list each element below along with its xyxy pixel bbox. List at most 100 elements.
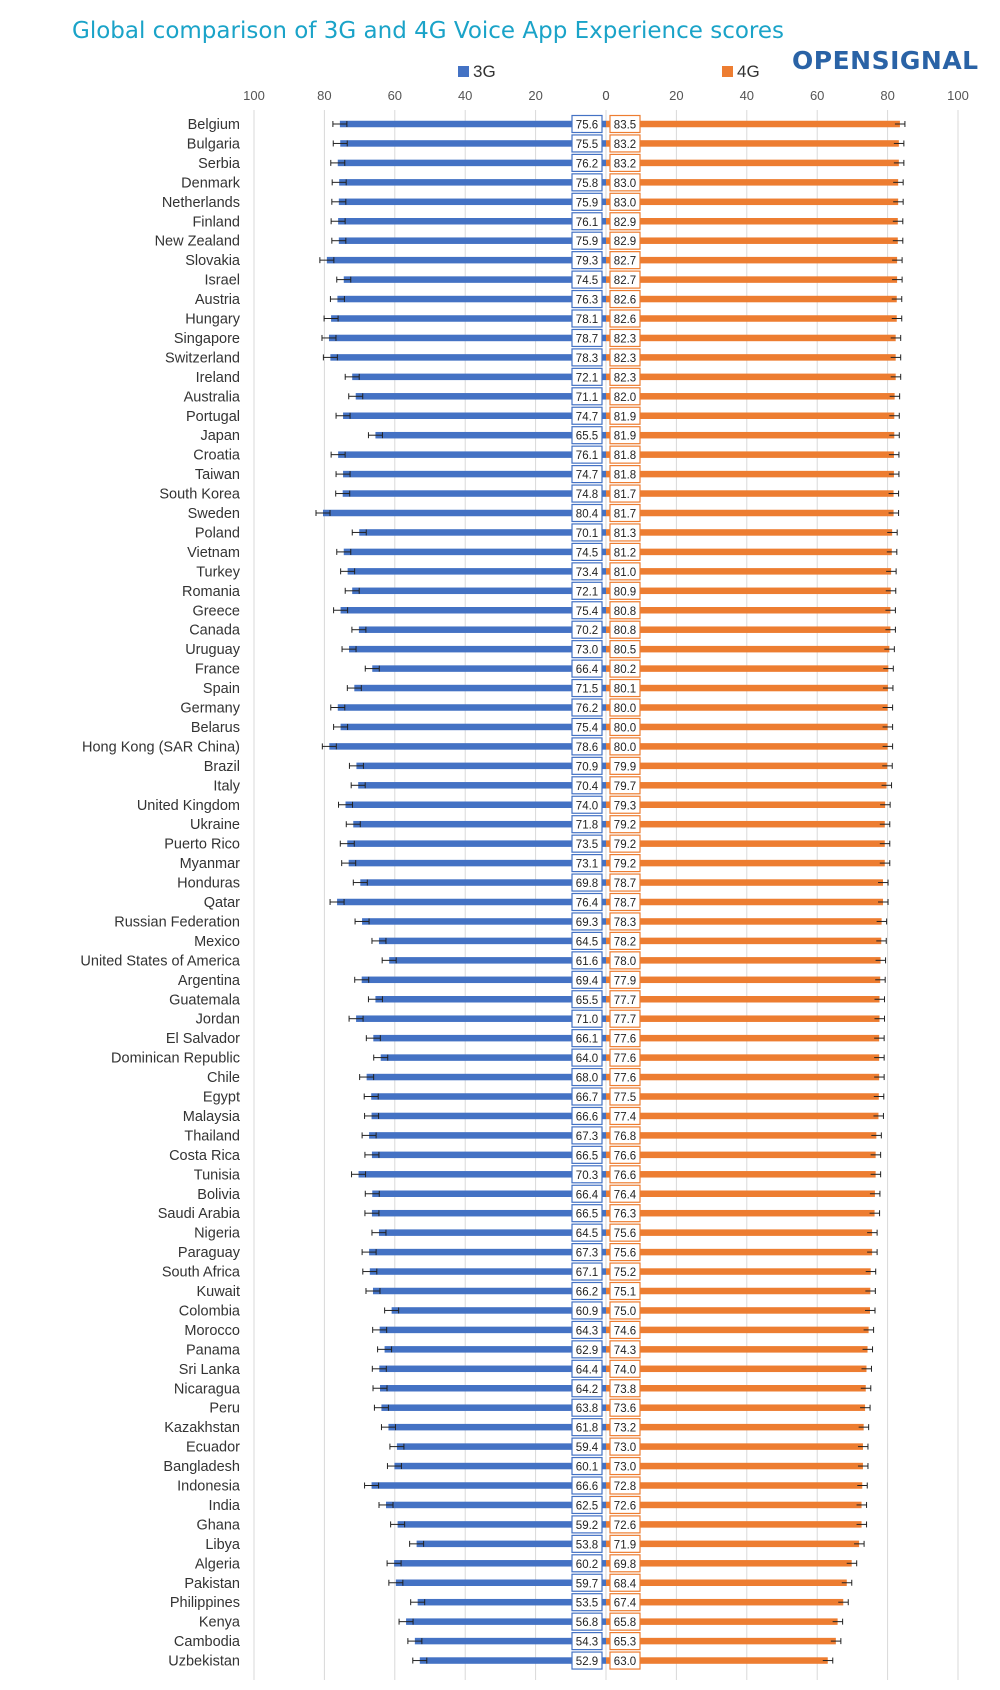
tick-label-3g: 60 (388, 88, 402, 103)
value-box-4g (609, 1359, 641, 1378)
bar-4g (606, 898, 884, 906)
value-box-3g (571, 1087, 603, 1106)
bar-4g (606, 256, 898, 264)
category-label: Dominican Republic (111, 1051, 240, 1067)
bar-4g (606, 1132, 877, 1139)
category-label: Paraguay (178, 1245, 241, 1261)
value-box-4g (609, 1223, 641, 1242)
bar-3g (371, 1093, 606, 1100)
value-box-3g (571, 1651, 603, 1670)
bar-3g (369, 1132, 606, 1139)
bar-4g (606, 1034, 880, 1042)
data-label-3g: 65.5 (576, 995, 598, 1007)
category-label: Netherlands (162, 195, 240, 211)
bar-4g (606, 548, 892, 556)
data-label-3g: 76.1 (576, 217, 598, 229)
bar-3g (343, 470, 606, 478)
data-label-3g: 76.2 (576, 158, 598, 170)
data-label-4g: 78.7 (614, 878, 636, 890)
value-box-4g (609, 387, 641, 406)
data-label-4g: 80.9 (614, 586, 636, 598)
value-box-4g (609, 1126, 641, 1145)
value-box-3g (571, 1145, 603, 1164)
data-label-3g: 76.2 (576, 703, 598, 715)
bar-4g (606, 1657, 828, 1664)
bar-3g (352, 587, 606, 595)
data-label-4g: 73.0 (614, 1442, 636, 1454)
tick-label-4g: 0 (602, 88, 609, 103)
bar-3g (371, 1151, 606, 1159)
value-box-4g (609, 1048, 641, 1067)
value-box-3g (571, 1593, 603, 1612)
bar-3g (388, 1423, 606, 1431)
data-label-3g: 78.3 (576, 353, 598, 365)
value-box-4g (609, 1418, 641, 1437)
bar-3g (358, 782, 606, 789)
bar-4g (606, 1482, 863, 1489)
category-label: Greece (192, 603, 240, 619)
bar-3g (380, 1054, 606, 1061)
value-box-3g (571, 134, 603, 153)
category-label: Puerto Rico (164, 837, 240, 853)
bar-4g (606, 1093, 879, 1100)
value-box-3g (571, 1437, 603, 1456)
data-label-4g: 78.7 (614, 898, 636, 910)
bar-3g (394, 1560, 606, 1567)
data-label-4g: 63.0 (614, 1656, 636, 1668)
bar-3g (362, 918, 606, 925)
value-box-4g (609, 1593, 641, 1612)
data-label-3g: 70.9 (576, 761, 598, 773)
data-label-4g: 79.2 (614, 839, 636, 851)
bar-3g (340, 607, 606, 614)
bar-4g (606, 1287, 871, 1295)
bar-3g (348, 859, 606, 867)
data-label-3g: 60.2 (576, 1559, 598, 1571)
category-label: Kazakhstan (164, 1420, 240, 1436)
value-box-3g (571, 640, 603, 659)
bar-4g (606, 373, 896, 381)
data-label-4g: 73.8 (614, 1384, 636, 1396)
data-label-3g: 80.4 (576, 509, 599, 521)
data-label-4g: 81.9 (614, 431, 636, 443)
data-label-4g: 80.0 (614, 722, 636, 734)
data-label-4g: 78.3 (614, 917, 636, 929)
data-label-4g: 76.6 (614, 1170, 636, 1182)
value-box-4g (609, 523, 641, 542)
bar-3g (343, 412, 606, 419)
bar-4g (606, 840, 885, 847)
bar-4g (606, 315, 897, 322)
bar-4g (606, 451, 894, 458)
data-label-3g: 69.8 (576, 878, 598, 890)
value-box-4g (609, 465, 641, 484)
value-box-3g (571, 173, 603, 192)
data-label-4g: 76.3 (614, 1209, 636, 1221)
data-label-3g: 78.1 (576, 314, 598, 326)
category-label: Nigeria (194, 1226, 241, 1242)
value-box-3g (571, 251, 603, 270)
value-box-4g (609, 1515, 641, 1534)
bar-4g (606, 1248, 873, 1256)
category-label: Germany (180, 701, 240, 717)
data-label-3g: 72.1 (576, 372, 598, 384)
category-label: Belarus (191, 720, 240, 736)
data-label-3g: 70.2 (576, 625, 598, 637)
bar-3g (371, 1482, 606, 1489)
bar-4g (606, 645, 890, 653)
tick-label-4g: 20 (669, 88, 683, 103)
value-box-4g (609, 640, 641, 659)
data-label-4g: 82.3 (614, 372, 636, 384)
value-box-4g (609, 1204, 641, 1223)
data-label-4g: 79.3 (614, 800, 636, 812)
value-box-3g (571, 853, 603, 873)
bar-3g (339, 120, 606, 128)
category-label: Croatia (193, 448, 241, 464)
value-box-3g (571, 445, 603, 464)
bar-4g (606, 1540, 860, 1548)
data-label-4g: 73.0 (614, 1462, 636, 1474)
bar-4g (606, 1307, 870, 1314)
value-box-4g (609, 445, 641, 464)
data-label-4g: 72.6 (614, 1520, 636, 1532)
value-box-3g (571, 1281, 603, 1301)
value-box-3g (571, 1515, 603, 1534)
bar-3g (339, 179, 606, 186)
